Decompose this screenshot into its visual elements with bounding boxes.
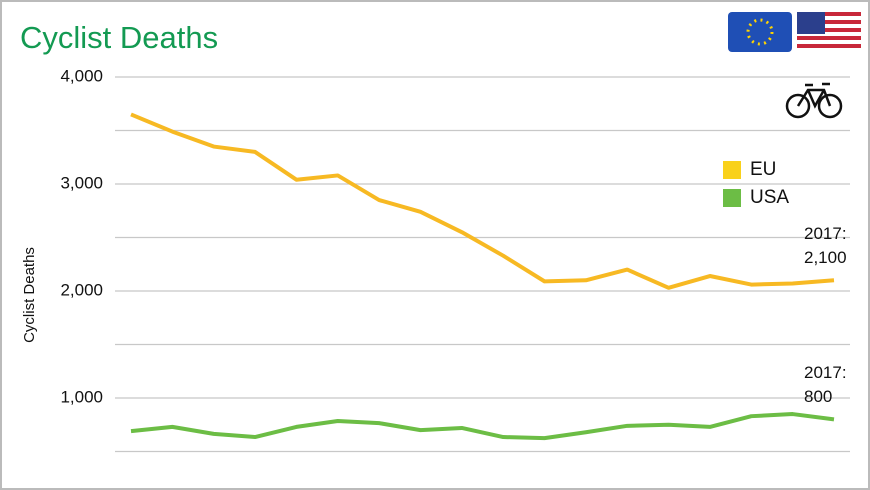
series-line [130,112,835,290]
series-line [130,412,835,441]
annotation: 2017: [804,224,847,243]
value-label: 2,100 [804,248,847,267]
bicycle-icon [785,82,843,119]
legend-swatch [723,189,741,207]
legend-swatch [723,161,741,179]
y-axis-label: Cyclist Deaths [21,247,38,343]
value-label: 800 [804,387,832,406]
legend-label: EU [750,159,776,180]
y-tick-label: 2,000 [60,280,103,299]
us-flag [797,12,861,52]
y-tick-label: 4,000 [60,66,103,85]
y-tick-label: 3,000 [60,173,103,192]
chart-title: Cyclist Deaths [20,20,218,55]
legend-label: USA [750,187,789,208]
eu-flag [728,12,792,52]
y-tick-label: 1,000 [60,387,103,406]
annotation: 2017: [804,363,847,382]
